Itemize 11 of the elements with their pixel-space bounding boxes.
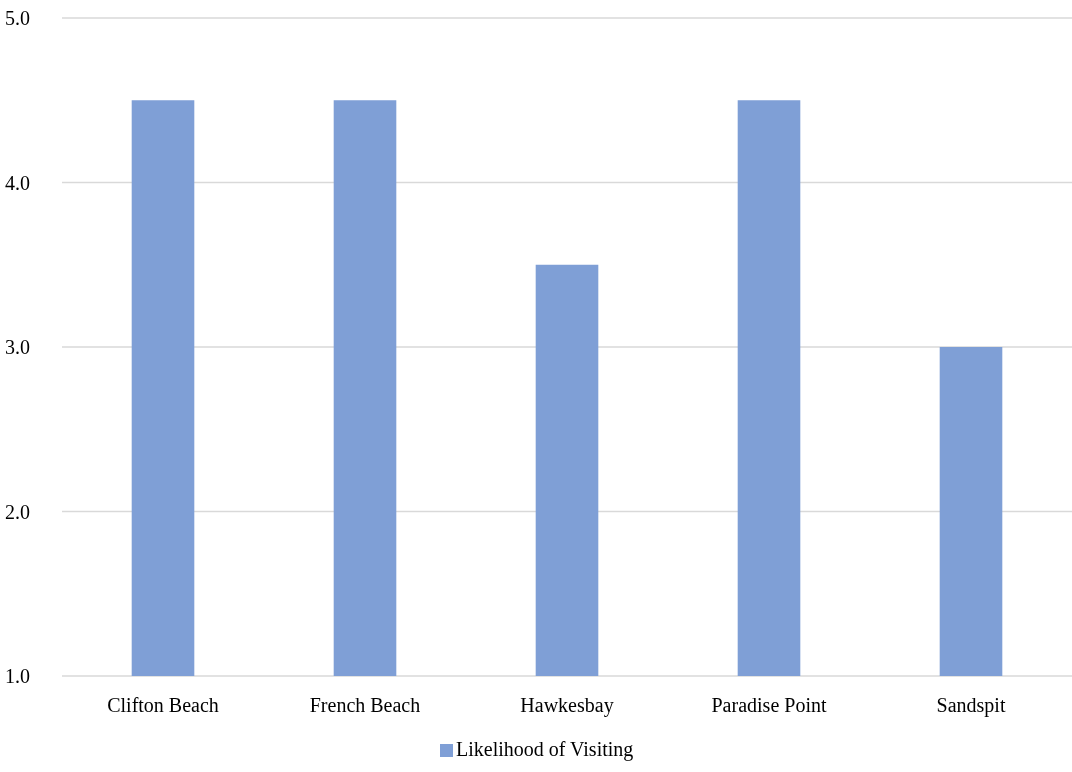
- legend-label: Likelihood of Visiting: [456, 738, 634, 761]
- y-tick-label: 3.0: [5, 336, 30, 358]
- y-tick-label: 1.0: [5, 665, 30, 687]
- x-tick-label: Hawkesbay: [520, 694, 614, 717]
- y-tick-label: 2.0: [5, 500, 30, 523]
- x-tick-label: French Beach: [309, 694, 421, 716]
- x-tick-label: Paradise Point: [711, 694, 827, 716]
- y-tick-label: 4.0: [5, 171, 30, 194]
- x-tick-label: Clifton Beach: [107, 694, 219, 716]
- x-tick-label: Sandspit: [936, 694, 1006, 717]
- y-tick-label: 5.0: [5, 7, 30, 29]
